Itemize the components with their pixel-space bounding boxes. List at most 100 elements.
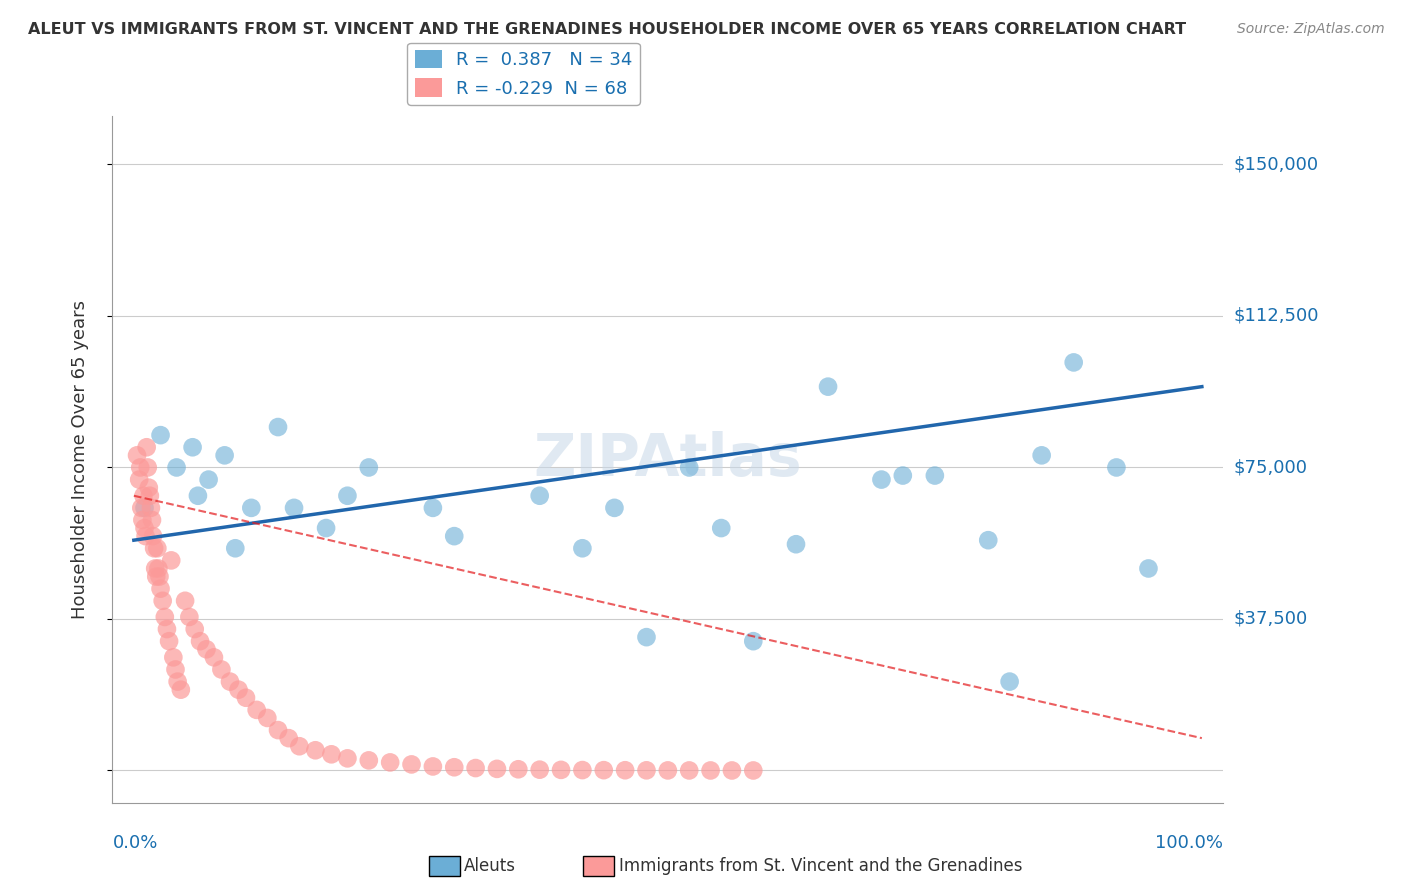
Point [166, 674, 188, 689]
Point [592, 763, 614, 777]
Point [485, 762, 508, 776]
Point [195, 642, 218, 657]
Text: ALEUT VS IMMIGRANTS FROM ST. VINCENT AND THE GRENADINES HOUSEHOLDER INCOME OVER : ALEUT VS IMMIGRANTS FROM ST. VINCENT AND… [28, 22, 1187, 37]
Point [924, 468, 946, 483]
Point [357, 753, 380, 767]
Point [1031, 448, 1053, 462]
Point [998, 674, 1021, 689]
Point [742, 764, 765, 778]
Point [443, 529, 465, 543]
Point [977, 533, 1000, 548]
Y-axis label: Householder Income Over 65 years: Householder Income Over 65 years [70, 300, 89, 619]
Point [197, 473, 219, 487]
Point [422, 759, 444, 773]
Text: 0.0%: 0.0% [112, 834, 157, 852]
Point [152, 594, 174, 608]
Text: $37,500: $37,500 [1234, 610, 1308, 628]
Point [170, 682, 193, 697]
Point [129, 460, 152, 475]
Text: ZIPAtlas: ZIPAtlas [533, 431, 803, 488]
Point [157, 634, 180, 648]
Point [128, 473, 150, 487]
Point [134, 521, 156, 535]
Point [571, 541, 593, 556]
Point [678, 460, 700, 475]
Point [134, 500, 156, 515]
Point [357, 460, 380, 475]
Point [443, 760, 465, 774]
Point [336, 489, 359, 503]
Text: Immigrants from St. Vincent and the Grenadines: Immigrants from St. Vincent and the Gren… [619, 857, 1022, 875]
Point [336, 751, 359, 765]
Text: Aleuts: Aleuts [464, 857, 516, 875]
Legend: R =  0.387   N = 34, R = -0.229  N = 68: R = 0.387 N = 34, R = -0.229 N = 68 [408, 43, 640, 104]
Point [143, 561, 166, 575]
Point [224, 541, 246, 556]
Point [283, 500, 305, 515]
Point [380, 756, 402, 770]
Point [166, 460, 188, 475]
Point [143, 541, 166, 556]
Point [321, 747, 343, 762]
Point [267, 723, 290, 737]
Point [219, 674, 242, 689]
Point [141, 513, 163, 527]
Text: Source: ZipAtlas.com: Source: ZipAtlas.com [1237, 22, 1385, 37]
Point [277, 731, 299, 746]
Point [160, 553, 183, 567]
Point [125, 448, 148, 462]
Point [174, 594, 197, 608]
Point [699, 764, 721, 778]
Point [550, 763, 572, 777]
Point [721, 764, 744, 778]
Point [209, 663, 232, 677]
Point [315, 521, 337, 535]
Point [267, 420, 290, 434]
Point [710, 521, 733, 535]
Point [131, 500, 153, 515]
Point [149, 428, 172, 442]
Point [529, 763, 551, 777]
Point [181, 440, 204, 454]
Point [304, 743, 326, 757]
Point [165, 663, 187, 677]
Point [138, 481, 160, 495]
Point [508, 762, 530, 776]
Point [187, 489, 209, 503]
Point [614, 763, 637, 777]
Point [785, 537, 807, 551]
Point [156, 622, 179, 636]
Point [529, 489, 551, 503]
Point [132, 489, 155, 503]
Point [1105, 460, 1128, 475]
Point [142, 529, 165, 543]
Point [188, 634, 211, 648]
Point [571, 763, 593, 777]
Point [1063, 355, 1085, 369]
Text: 100.0%: 100.0% [1156, 834, 1223, 852]
Point [179, 610, 201, 624]
Point [135, 529, 157, 543]
Text: $150,000: $150,000 [1234, 155, 1319, 173]
Point [636, 764, 658, 778]
Point [148, 561, 170, 575]
Point [139, 489, 162, 503]
Point [657, 764, 679, 778]
Point [240, 500, 263, 515]
Text: $75,000: $75,000 [1234, 458, 1308, 476]
Point [742, 634, 765, 648]
Point [183, 622, 205, 636]
Point [422, 500, 444, 515]
Point [603, 500, 626, 515]
Point [131, 513, 153, 527]
Point [135, 440, 157, 454]
Point [153, 610, 176, 624]
Point [256, 711, 278, 725]
Point [162, 650, 184, 665]
Point [145, 569, 167, 583]
Point [146, 541, 169, 556]
Point [817, 379, 839, 393]
Point [401, 757, 423, 772]
Text: $112,500: $112,500 [1234, 307, 1319, 325]
Point [288, 739, 311, 754]
